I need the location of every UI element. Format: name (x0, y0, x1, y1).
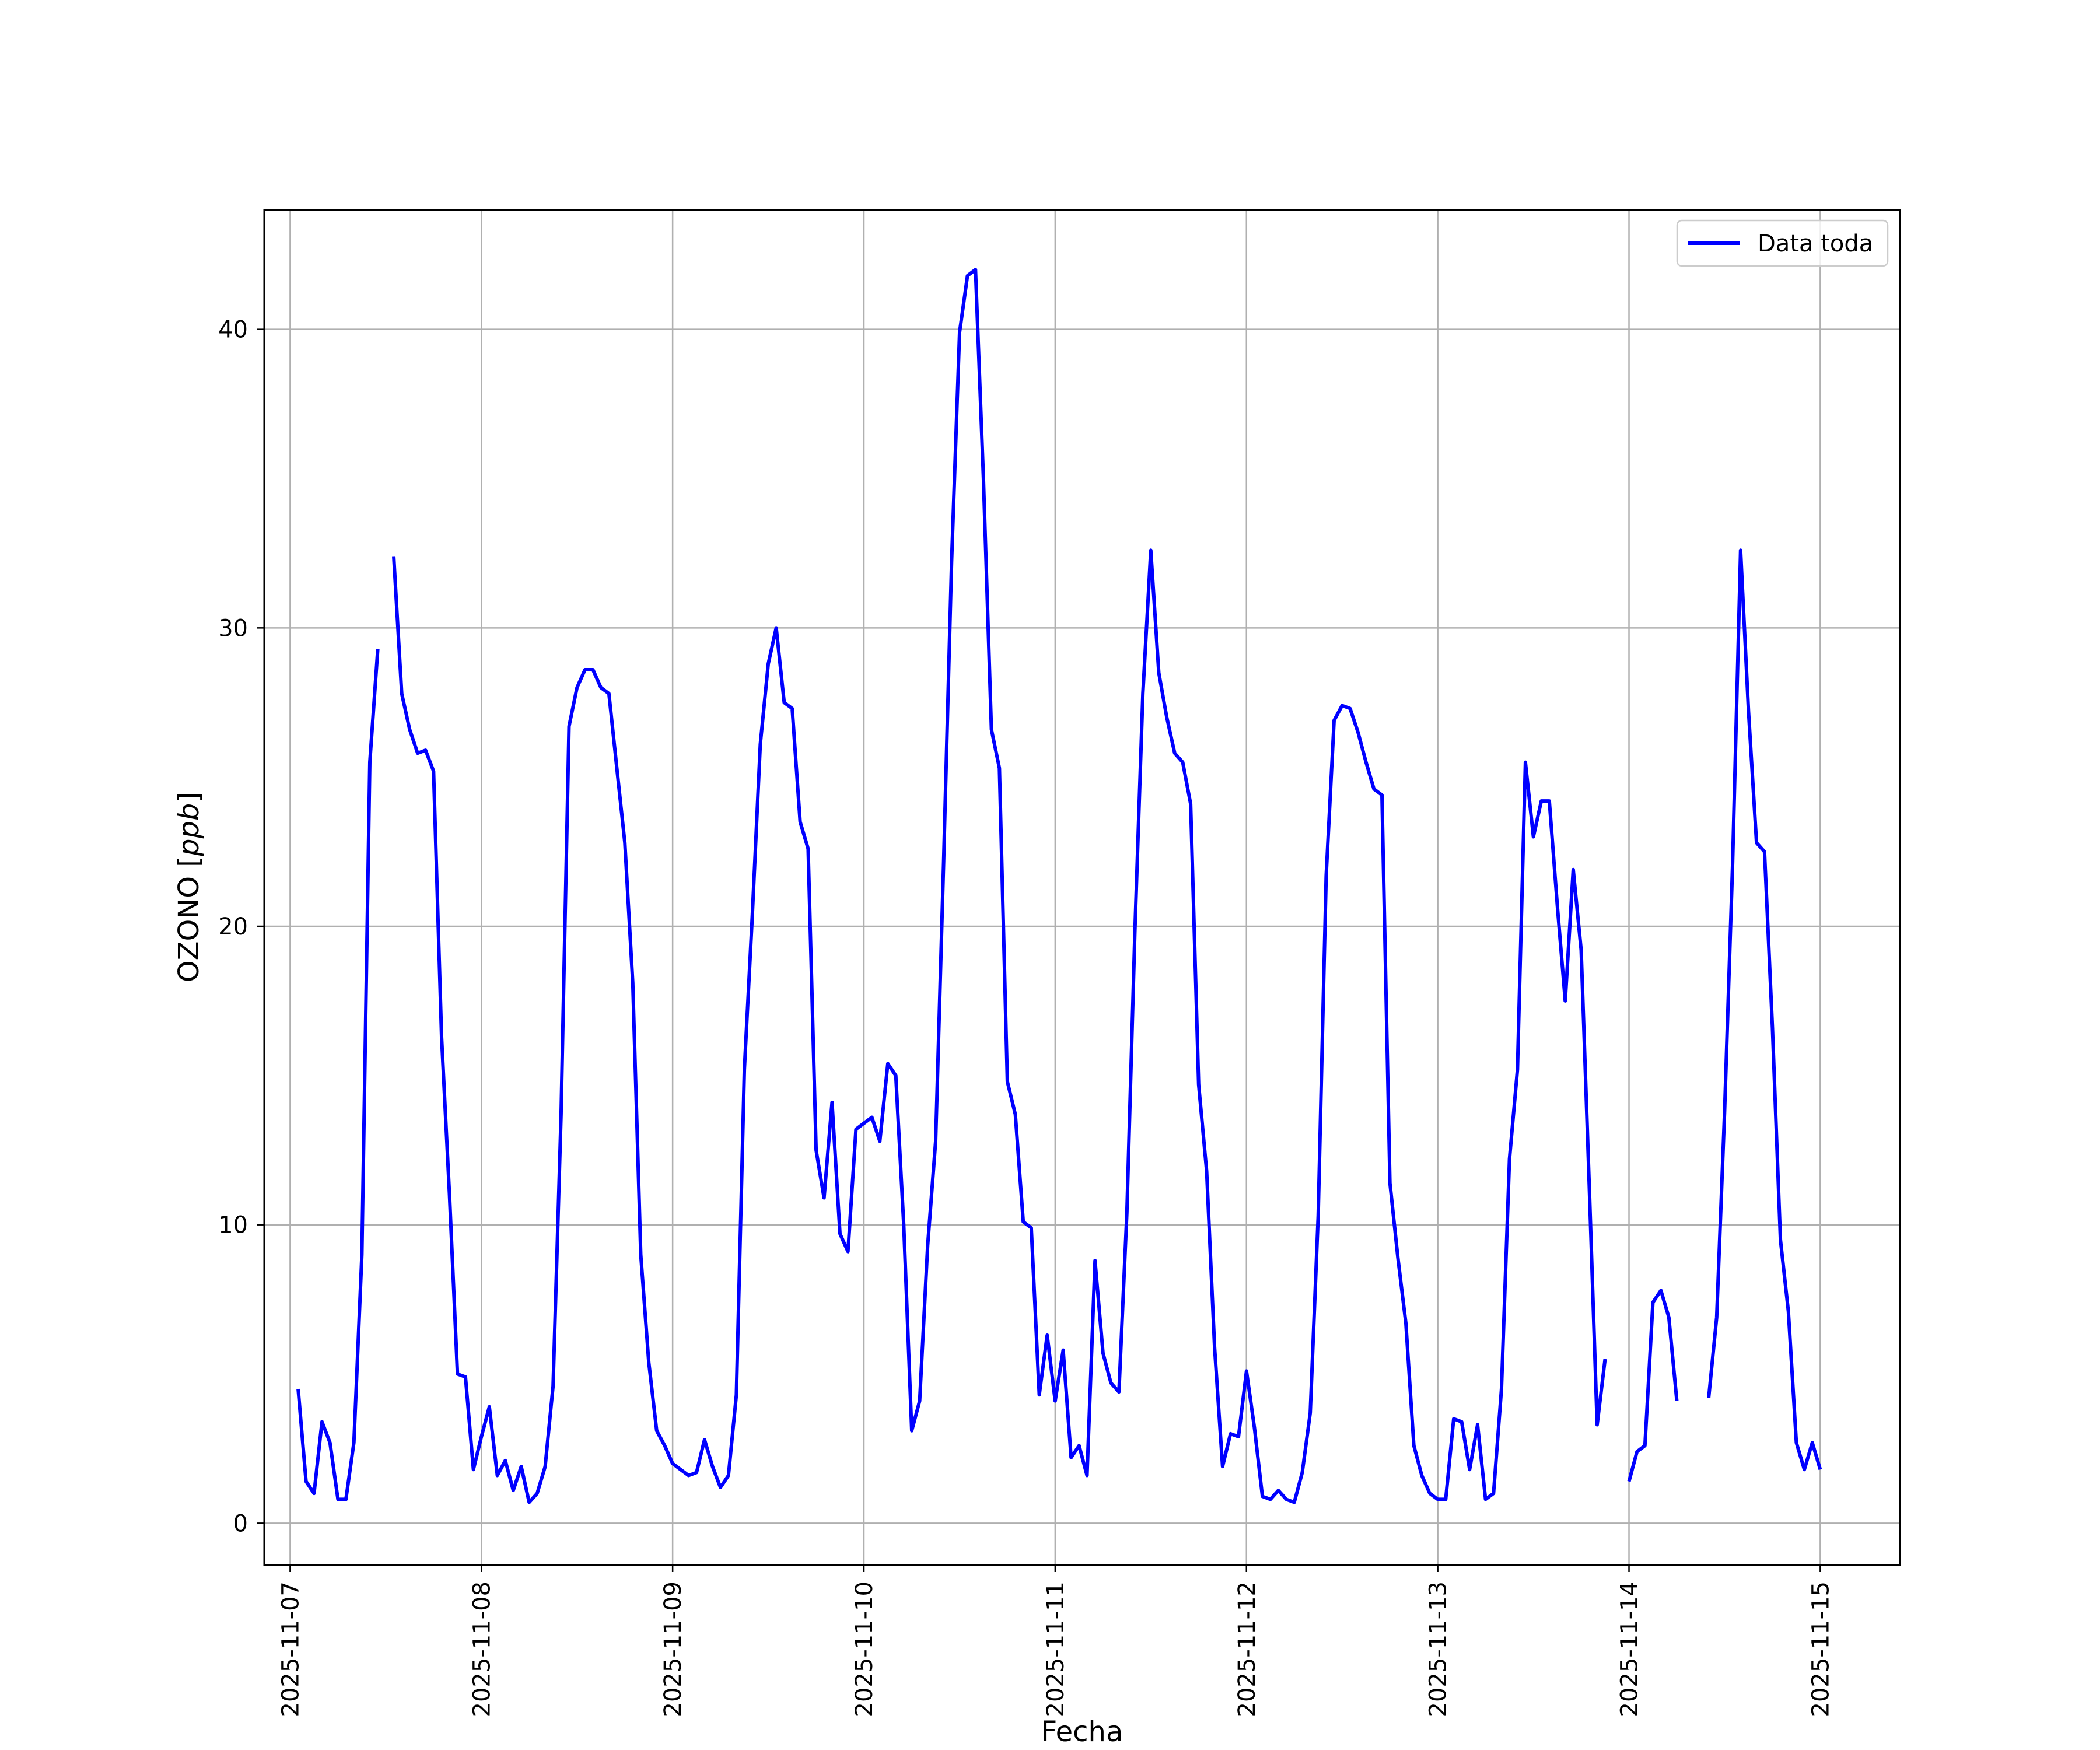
series-line-data-toda (1707, 548, 1822, 1472)
x-tick-label: 2025-11-10 (851, 1581, 878, 1717)
y-axis-title-unit: ppb (173, 803, 205, 857)
plot-area (264, 210, 1900, 1565)
axis-ticks: 2025-11-07 2025-11-08 2025-11-09 2025-11-10… (218, 317, 1834, 1717)
legend-box (1676, 219, 1889, 267)
y-tick-label: 40 (218, 317, 248, 344)
x-axis-title: Fecha (1041, 1716, 1124, 1748)
y-tick-label: 20 (218, 914, 248, 940)
y-axis-title-text: OZONO [ (173, 856, 205, 982)
plot-frame (263, 209, 1901, 1566)
y-tick-label: 0 (233, 1510, 248, 1537)
series-layer (296, 268, 1822, 1504)
legend-label-data-toda: Data toda (1758, 230, 1873, 257)
series-line-data-toda (392, 268, 1607, 1504)
y-tick-label: 30 (218, 615, 248, 642)
y-tick-label: 10 (218, 1212, 248, 1239)
y-axis-title-close: ] (173, 792, 205, 803)
x-tick-label: 2025-11-15 (1807, 1581, 1834, 1717)
x-tick-label: 2025-11-09 (660, 1581, 687, 1717)
grid-lines (264, 210, 1900, 1565)
series-line-data-toda (1627, 1289, 1679, 1482)
x-tick-label: 2025-11-12 (1234, 1581, 1261, 1717)
series-line-data-toda (296, 648, 380, 1502)
x-tick-label: 2025-11-13 (1425, 1581, 1452, 1717)
x-tick-label: 2025-11-07 (277, 1581, 304, 1717)
x-tick-label: 2025-11-14 (1616, 1581, 1643, 1717)
y-axis-title: OZONO [ppb] (173, 792, 205, 982)
x-tick-label: 2025-11-08 (468, 1581, 495, 1717)
x-tick-label: 2025-11-11 (1042, 1581, 1069, 1717)
legend: Data toda (1676, 219, 1889, 267)
